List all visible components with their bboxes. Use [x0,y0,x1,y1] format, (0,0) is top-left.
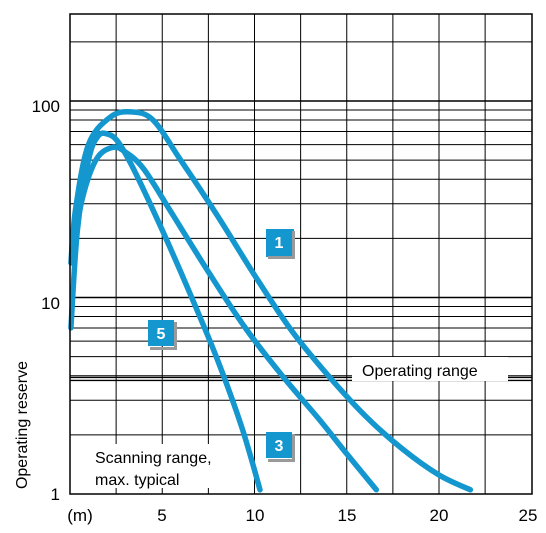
x-tick-label-10: 10 [246,506,265,525]
svg-text:1: 1 [275,235,284,252]
y-axis-title: Operating reserve [14,361,31,489]
operating-range-label-bg [352,357,508,381]
svg-text:3: 3 [275,438,284,455]
series-line-5 [68,130,263,493]
series-group [68,108,474,493]
x-unit-label: (m) [67,506,92,525]
plot-frame [69,13,533,495]
series-line-1 [68,108,474,493]
y-tick-label-10: 10 [41,294,60,313]
y-tick-label-1: 1 [51,485,60,504]
series-line-3 [69,144,380,493]
series-badge-1: 1 [266,229,295,259]
scanning-range-label-line1: Scanning range, [95,450,212,467]
scanning-range-label-bg [88,444,236,488]
scanning-range-label-line2: max. typical [95,472,179,489]
x-tick-label-5: 5 [157,506,166,525]
y-tick-label-100: 100 [32,97,60,116]
svg-text:5: 5 [157,326,166,343]
series-badge-3: 3 [266,432,295,462]
x-tick-label-20: 20 [430,506,449,525]
x-tick-label-25: 25 [519,506,538,525]
series-badge-5: 5 [148,320,177,350]
operating-range-label: Operating range [362,363,478,380]
x-tick-label-15: 15 [338,506,357,525]
